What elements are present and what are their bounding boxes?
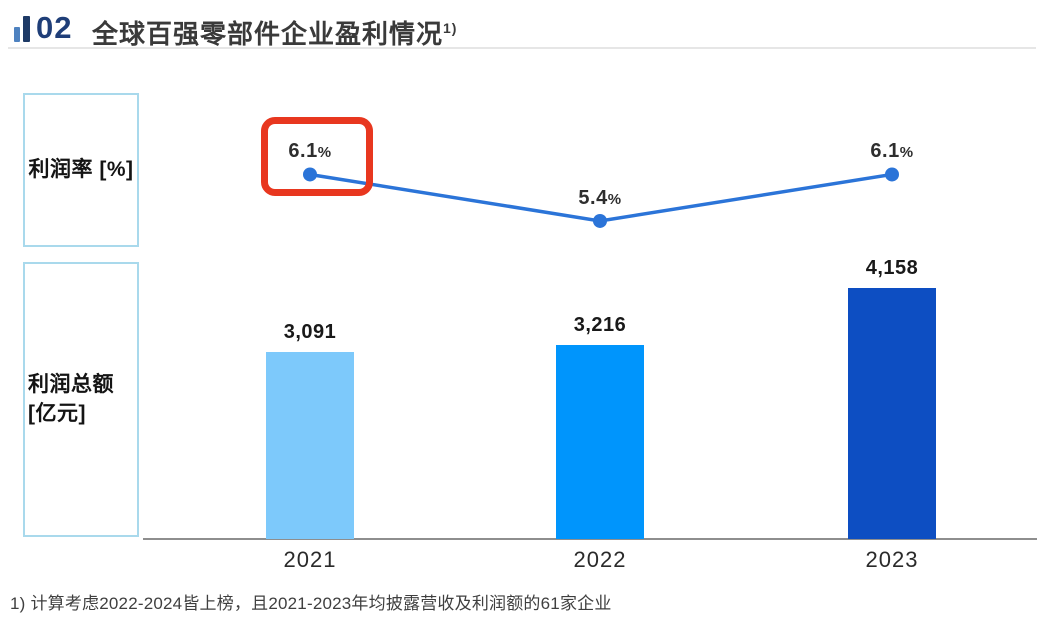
page-title: 全球百强零部件企业盈利情况1) <box>92 14 457 51</box>
bar-value-label-2022: 3,216 <box>573 314 627 336</box>
x-axis-label-2022: 2022 <box>573 547 627 572</box>
bar-value-label-2023: 4,158 <box>865 257 919 279</box>
x-axis-line <box>143 538 1037 540</box>
data-point-2022 <box>593 213 607 228</box>
bar-chart-icon-short-bar <box>14 27 20 42</box>
page-title-text: 全球百强零部件企业盈利情况 <box>92 19 444 49</box>
data-point-2021 <box>303 167 317 182</box>
x-axis-label-2023: 2023 <box>865 547 919 572</box>
page-title-footnote-marker: 1) <box>443 20 458 36</box>
point-value-label-2023: 6.1% <box>870 140 914 163</box>
point-value-label-2021: 6.1% <box>288 140 332 163</box>
bar-chart-icon-tall-bar <box>23 16 30 42</box>
highlight-rectangle <box>261 117 373 196</box>
profit-total-axis-box: 利润总额 [亿元] <box>23 262 139 537</box>
profit-total-axis-label: 利润总额 [亿元] <box>28 373 114 425</box>
header-divider <box>8 47 1036 49</box>
section-number: 02 <box>36 10 73 45</box>
x-axis-label-2021: 2021 <box>283 547 337 572</box>
point-value-label-2022: 5.4% <box>578 186 622 209</box>
bar-value-label-2021: 3,091 <box>283 321 337 343</box>
bar-2021 <box>266 352 354 539</box>
bar-chart-icon <box>14 16 32 43</box>
data-point-2023 <box>885 167 899 182</box>
bar-2023 <box>848 288 936 539</box>
profit-rate-axis-box: 利润率 [%] <box>23 93 139 247</box>
profit-rate-axis-label: 利润率 [%] <box>28 157 134 181</box>
footnote: 1) 计算考虑2022-2024皆上榜，且2021-2023年均披露营收及利润额… <box>10 594 612 613</box>
bar-2022 <box>556 345 644 539</box>
